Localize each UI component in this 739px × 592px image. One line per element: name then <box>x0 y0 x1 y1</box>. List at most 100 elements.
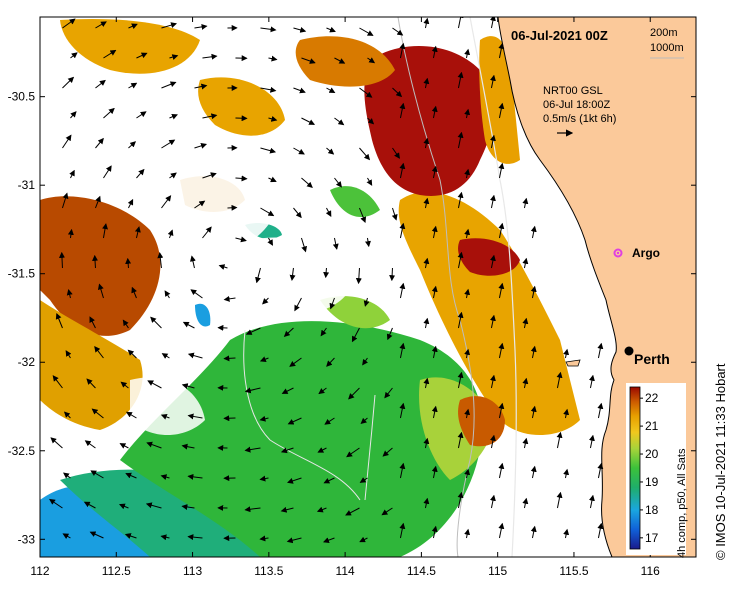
current-arrow <box>431 465 438 479</box>
current-arrow <box>293 207 302 219</box>
current-arrow <box>127 198 134 209</box>
current-arrow <box>259 356 269 362</box>
current-arrow <box>182 321 195 329</box>
current-arrow <box>317 447 327 453</box>
current-arrow <box>423 197 430 209</box>
current-arrow <box>67 228 74 239</box>
current-arrow <box>65 350 72 359</box>
isobath-1000m <box>469 17 517 557</box>
current-arrow <box>293 87 306 94</box>
current-arrow <box>498 402 505 419</box>
x-tick-label: 114.5 <box>407 564 436 578</box>
current-arrow <box>563 528 570 539</box>
current-arrow <box>86 378 96 389</box>
current-arrow <box>190 289 203 299</box>
current-arrow <box>62 76 75 89</box>
current-arrow <box>498 522 505 539</box>
isobath-1000-label: 1000m <box>650 42 684 54</box>
current-arrow <box>194 83 208 90</box>
isobath-200-label: 200m <box>650 27 678 39</box>
current-arrow <box>530 525 537 539</box>
x-tick-label: 115.5 <box>559 564 588 578</box>
current-arrow <box>169 113 178 120</box>
current-arrow <box>161 139 176 149</box>
y-axis: -30.5 -31 -31.5 -32 -32.5 -33 <box>8 90 696 546</box>
x-tick-label: 115 <box>488 564 507 578</box>
current-arrow <box>423 137 430 149</box>
current-arrow <box>530 285 537 299</box>
current-arrow <box>194 200 206 209</box>
current-arrow <box>457 17 464 29</box>
current-arrow <box>530 345 537 359</box>
sst-patch-nw-orange <box>60 19 200 74</box>
current-info-line2: 06-Jul 18:00Z <box>543 99 611 111</box>
date-title: 06-Jul-2021 00Z <box>511 28 608 43</box>
current-arrow <box>187 413 203 420</box>
current-arrow <box>63 472 71 479</box>
current-arrow <box>190 255 196 269</box>
current-arrow <box>489 74 496 89</box>
current-arrow <box>498 342 505 359</box>
current-arrow <box>103 107 115 119</box>
current-arrow <box>136 111 147 119</box>
current-arrow <box>464 348 471 359</box>
current-arrow <box>399 522 406 539</box>
current-arrow <box>431 525 438 539</box>
argo-marker <box>613 248 623 258</box>
sst-patch-orange-ne <box>295 36 395 87</box>
track-line <box>243 329 361 501</box>
sst-patch-mid-orange <box>198 77 285 136</box>
current-arrow <box>301 117 316 125</box>
current-arrow <box>522 197 529 209</box>
current-arrow <box>255 267 261 284</box>
current-arrow <box>70 111 77 119</box>
current-arrow <box>597 462 604 479</box>
current-arrow <box>259 415 269 422</box>
current-arrow <box>260 86 277 93</box>
current-arrow <box>124 533 137 539</box>
current-arrow <box>457 131 464 149</box>
current-arrow <box>235 175 248 182</box>
current-arrow <box>49 498 63 509</box>
current-arrow <box>366 177 373 186</box>
cloud-gap-2 <box>242 237 350 314</box>
current-arrow <box>280 447 294 454</box>
current-arrow <box>293 27 307 33</box>
cloud-gap-5 <box>492 466 545 541</box>
current-arrow <box>464 48 471 59</box>
current-arrow <box>103 165 112 179</box>
current-arrow <box>202 226 212 239</box>
current-arrow <box>244 387 261 394</box>
current-arrow <box>125 472 137 479</box>
current-arrow <box>457 431 464 449</box>
current-arrow <box>489 134 496 149</box>
current-arrow <box>464 108 471 119</box>
colorbar-tick-label: 21 <box>645 419 659 433</box>
perth-marker <box>624 346 634 356</box>
current-arrow <box>431 345 438 359</box>
current-arrow <box>84 440 96 449</box>
current-arrow <box>597 342 604 359</box>
current-arrow <box>431 225 438 239</box>
current-arrow <box>260 26 277 33</box>
current-arrow <box>95 137 104 149</box>
x-tick-label: 113.5 <box>254 564 283 578</box>
sst-field <box>40 19 580 557</box>
current-arrow <box>218 264 228 270</box>
current-arrow <box>530 405 537 419</box>
current-arrow <box>489 194 496 209</box>
track-line-2 <box>364 394 376 501</box>
current-arrow <box>392 27 404 36</box>
current-arrow <box>287 477 302 484</box>
current-arrow <box>588 494 595 509</box>
current-arrow <box>244 506 261 513</box>
current-arrow <box>399 342 406 359</box>
current-arrow <box>169 172 177 179</box>
current-arrow <box>223 295 236 302</box>
current-arrow <box>316 506 327 513</box>
current-arrow <box>118 503 129 510</box>
colorbar <box>629 386 641 550</box>
current-arrow <box>202 53 218 60</box>
sst-patch-green2 <box>330 186 380 218</box>
